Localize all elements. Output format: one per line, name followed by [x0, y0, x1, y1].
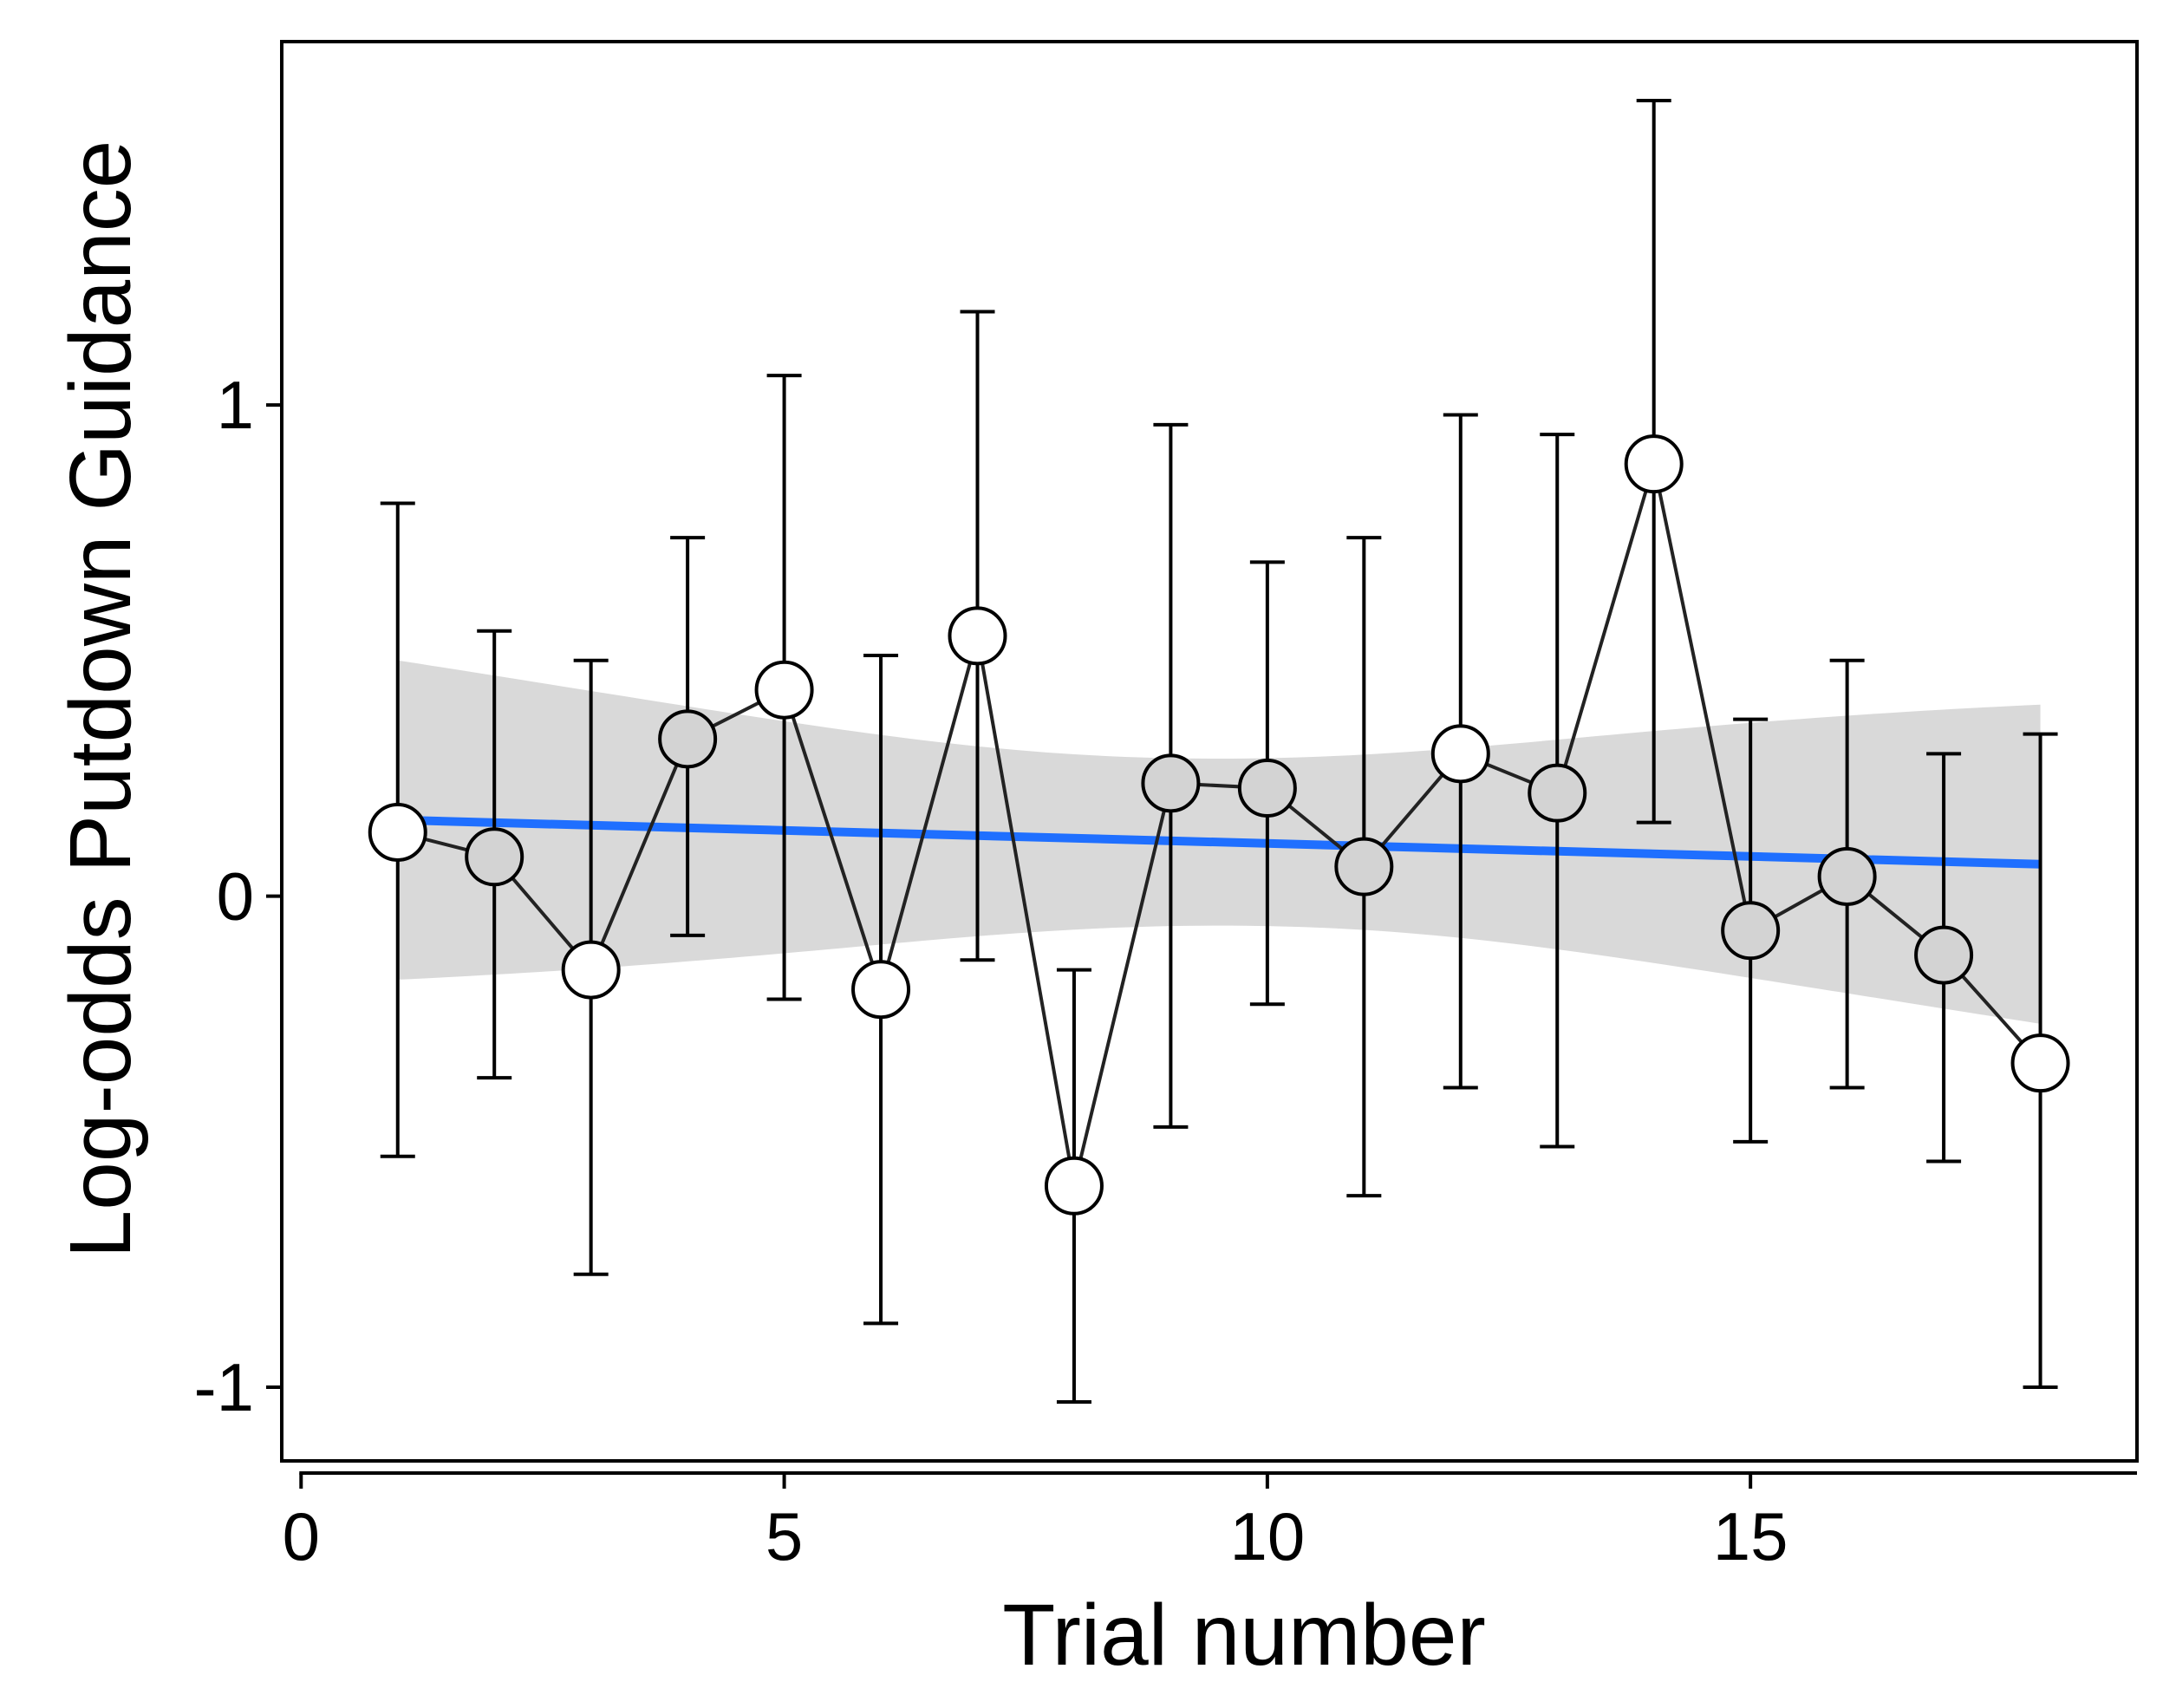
trend-line-layer: [397, 815, 2041, 869]
y-axis-title: Log-odds Putdown Guidance: [52, 140, 149, 1259]
x-axis-title: Trial number: [1002, 1587, 1486, 1684]
plot-frame: [280, 40, 2139, 1463]
data-point: [368, 802, 427, 862]
data-point: [851, 960, 911, 1020]
trend-line: [397, 815, 2041, 869]
data-point: [1721, 901, 1781, 961]
x-tick-label: 15: [1713, 1498, 1788, 1574]
x-tick-label: 0: [283, 1498, 320, 1574]
data-point: [1528, 763, 1587, 823]
data-point: [1334, 837, 1394, 896]
data-point: [1914, 925, 1974, 985]
data-point-layer: [368, 434, 2070, 1216]
data-point: [1430, 724, 1490, 784]
x-axis: 0 5 10 15: [283, 1471, 2137, 1574]
data-point: [465, 827, 524, 887]
data-point: [658, 709, 718, 769]
data-point: [561, 940, 621, 1000]
data-point: [2010, 1033, 2070, 1093]
data-point: [948, 606, 1007, 666]
data-point: [1817, 846, 1877, 906]
x-tick-label: 10: [1229, 1498, 1305, 1574]
data-point: [754, 660, 814, 720]
data-point: [1624, 434, 1684, 494]
y-tick-label: 1: [217, 367, 254, 443]
x-tick-label: 5: [766, 1498, 803, 1574]
data-point: [1237, 758, 1297, 818]
y-axis: -1 0 1: [194, 367, 282, 1425]
y-tick-label: -1: [194, 1349, 254, 1425]
data-point: [1141, 753, 1201, 813]
data-point: [1044, 1156, 1104, 1216]
y-tick-label: 0: [217, 858, 254, 935]
